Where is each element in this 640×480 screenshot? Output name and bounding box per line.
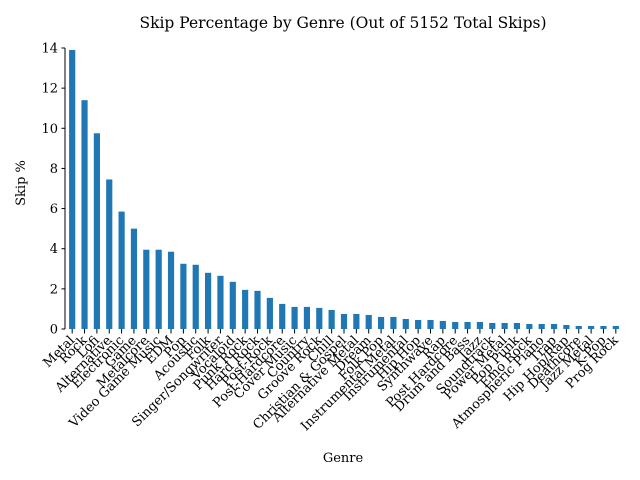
bar: [180, 263, 187, 329]
bar: [402, 318, 409, 329]
y-axis-label: Skip %: [14, 160, 29, 206]
bar: [550, 323, 558, 329]
bar: [526, 323, 533, 329]
bar: [93, 133, 100, 329]
bar: [365, 314, 372, 329]
y-tick-label: 10: [41, 122, 58, 137]
bar: [340, 313, 348, 329]
bar: [452, 321, 459, 329]
x-axis: MetalRockLofiAlternativeElectronicGameMe…: [40, 329, 622, 434]
bar: [192, 264, 199, 329]
bar: [464, 321, 471, 329]
bar: [538, 323, 545, 329]
bar: [588, 325, 595, 329]
bar: [439, 320, 446, 329]
bar: [81, 100, 88, 329]
chart-title: Skip Percentage by Genre (Out of 5152 To…: [139, 14, 546, 32]
x-axis-label: Genre: [323, 451, 364, 466]
bar: [205, 272, 212, 329]
y-tick-label: 2: [50, 282, 58, 297]
bar: [69, 50, 76, 329]
bar: [291, 306, 298, 329]
bar: [513, 322, 521, 329]
bar: [266, 297, 273, 329]
bar: [167, 251, 175, 329]
y-tick-label: 0: [50, 323, 58, 338]
bar: [279, 303, 286, 329]
bars-layer: [69, 50, 619, 329]
bar: [501, 322, 508, 329]
y-axis: 0 2 4 6 8 10 12 14: [41, 42, 66, 338]
bar: [316, 307, 323, 329]
y-tick-label: 6: [50, 202, 58, 217]
bar: [563, 324, 570, 329]
bar: [612, 325, 619, 329]
y-tick-label: 12: [41, 82, 58, 97]
y-tick-label: 8: [50, 162, 58, 177]
bar: [143, 249, 150, 329]
bar: [476, 321, 483, 329]
bar: [106, 179, 113, 329]
bar: [575, 325, 582, 329]
bar: [303, 306, 311, 329]
y-tick-label: 14: [41, 42, 58, 57]
bar: [377, 316, 385, 329]
bar: [390, 316, 397, 329]
bar: [118, 211, 125, 329]
bar: [328, 309, 335, 329]
y-tick-label: 4: [50, 242, 58, 257]
bar: [229, 281, 236, 329]
bar: [254, 290, 261, 329]
bar: [415, 319, 422, 329]
bar: [427, 319, 434, 329]
bar: [155, 249, 162, 329]
bar: [353, 313, 360, 329]
bar: [600, 325, 607, 329]
bar: [130, 228, 138, 329]
bar: [217, 275, 224, 329]
bar: [489, 322, 496, 329]
bar: [242, 289, 249, 329]
